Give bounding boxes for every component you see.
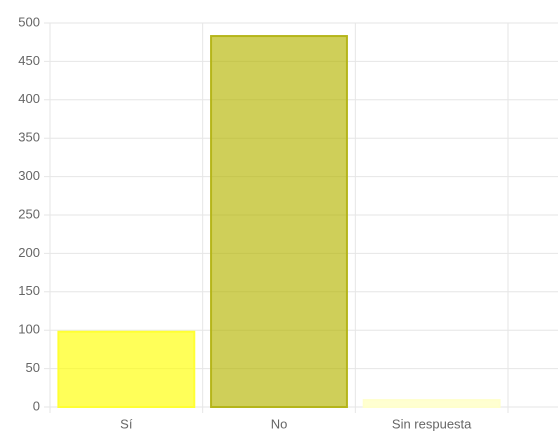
y-tick-label: 50 (26, 360, 40, 375)
y-tick-label: 100 (18, 322, 40, 337)
y-tick-label: 150 (18, 283, 40, 298)
bar (210, 35, 348, 408)
y-tick-label: 450 (18, 53, 40, 68)
bar (57, 330, 196, 408)
y-tick-label: 500 (18, 14, 40, 29)
y-tick-label: 0 (33, 398, 40, 413)
x-tick-label: Sí (120, 416, 133, 431)
y-tick-label: 200 (18, 245, 40, 260)
y-tick-label: 250 (18, 206, 40, 221)
y-tick-label: 400 (18, 91, 40, 106)
y-tick-label: 300 (18, 168, 40, 183)
x-tick-label: Sin respuesta (392, 416, 472, 431)
bar (362, 399, 501, 409)
y-tick-label: 350 (18, 130, 40, 145)
x-tick-label: No (271, 416, 288, 431)
